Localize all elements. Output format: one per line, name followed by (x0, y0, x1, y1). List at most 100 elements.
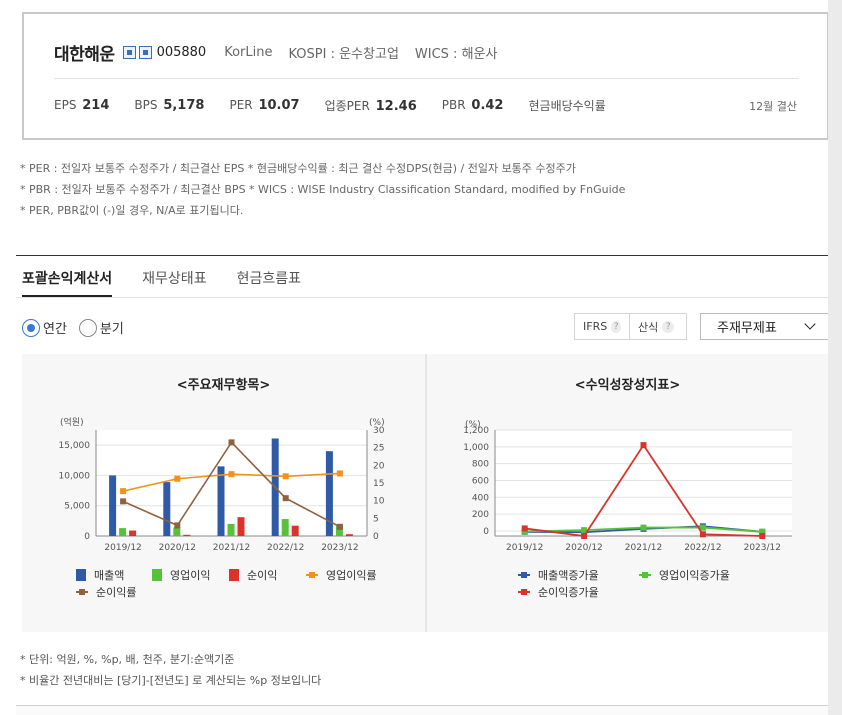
y-tick-label: 1,200 (463, 426, 489, 436)
y-tick-label: 0 (483, 527, 489, 537)
tab-balance-sheet[interactable]: 재무상태표 (142, 271, 207, 287)
settlement-month: 12월 결산 (749, 100, 797, 113)
bar-revenue (163, 482, 171, 536)
formula-info-button[interactable]: 산식 ? (629, 313, 687, 340)
y2-tick-label: 25 (373, 444, 384, 454)
chart-title: <수익성장성지표> (574, 378, 681, 393)
ifrs-info-button[interactable]: IFRS ? (574, 313, 630, 340)
line-point (336, 470, 343, 477)
y-tick-label: 0 (84, 532, 90, 542)
bar-operating-profit (119, 528, 127, 536)
line-point (282, 473, 289, 480)
stock-code: 005880 (156, 44, 207, 60)
y-tick-label: 600 (472, 476, 489, 486)
stat-per: PER 10.07 (229, 97, 300, 113)
bar-revenue (217, 466, 225, 536)
legend-item[interactable]: 순이익률 (76, 584, 136, 600)
company-name: 대한해운 (54, 44, 115, 65)
quarter-label[interactable]: 분기 (99, 322, 124, 337)
line-point (581, 527, 588, 534)
legend-item[interactable]: 매출액 (76, 567, 124, 583)
legend-item[interactable]: 순이익증가율 (518, 584, 599, 600)
tab-cash-flow[interactable]: 현금흐름표 (236, 271, 301, 287)
annual-radio[interactable] (22, 318, 40, 337)
x-tick-label: 2023/12 (321, 543, 358, 553)
y-tick-label: 400 (472, 493, 489, 503)
table-header-edge (16, 705, 828, 715)
footnote-line: * 비율간 전년대비는 [당기]-[전년도] 로 계산되는 %p 정보입니다 (20, 674, 322, 687)
chart-legend: 매출액증가율 영업이익증가율 순이익증가율 (427, 354, 828, 632)
bar-net-profit (291, 525, 299, 536)
tab-bottom-border (16, 297, 828, 298)
home-icon[interactable] (122, 45, 136, 59)
ifrs-label: IFRS (583, 320, 608, 333)
help-icon[interactable]: ? (611, 320, 621, 333)
stat-pbr: PBR 0.42 (441, 97, 504, 113)
y-tick-label: 1,000 (463, 443, 489, 453)
x-tick-label: 2020/12 (159, 543, 196, 553)
line-point (640, 524, 647, 531)
x-tick-label: 2022/12 (267, 543, 304, 553)
statement-type-select[interactable]: 주재무제표 (700, 313, 829, 340)
tab-income-statement[interactable]: 포괄손익계산서 (22, 264, 113, 297)
y2-tick-label: 5 (373, 514, 379, 524)
legend-item[interactable]: 매출액증가율 (518, 567, 599, 583)
y2-axis-title: (%) (369, 418, 385, 428)
stat-dividend-yield: 현금배당수익률 (528, 98, 606, 113)
y-tick-label: 10,000 (59, 471, 91, 481)
y-tick-label: 200 (472, 510, 489, 520)
growth-indicators-chart: 0 200 400 600 800 1,000 1,200(%) 2019/12 2020/12… (463, 420, 792, 553)
note-line: * PBR : 전일자 보통주 수정주가 / 최근결산 BPS * WICS :… (20, 183, 626, 196)
bar-net-profit (183, 534, 191, 536)
summary-divider (54, 78, 799, 79)
line-point (228, 471, 235, 478)
x-tick-label: 2019/12 (506, 543, 543, 553)
kospi-sector: KOSPI : 운수창고업 (288, 46, 399, 62)
line-point (521, 525, 528, 532)
legend-item[interactable]: 영업이익증가율 (639, 567, 730, 583)
line-point (120, 488, 127, 495)
line-point (336, 523, 343, 530)
bar-operating-profit (227, 523, 235, 536)
y-tick-label: 800 (472, 460, 489, 470)
bar-revenue (325, 451, 333, 536)
quarter-radio[interactable] (78, 318, 97, 337)
chart-title: <주요재무항목> (176, 378, 271, 393)
legend-item[interactable]: 영업이익 (152, 567, 210, 583)
definition-notes: * PER : 전일자 보통주 수정주가 / 최근결산 EPS * 현금배당수익… (20, 158, 625, 221)
line-point (228, 439, 235, 446)
y-tick-label: 15,000 (59, 441, 91, 451)
y-axis-title: (억원) (60, 416, 84, 428)
y2-tick-label: 15 (373, 479, 384, 489)
unit-footnotes: * 단위: 억원, %, %p, 배, 천주, 분기:순액기준 * 비율간 전년… (20, 649, 321, 691)
bar-net-profit (237, 517, 245, 536)
note-line: * PER, PBR값이 (-)일 경우, N/A로 표기됩니다. (20, 204, 244, 217)
legend-item[interactable]: 영업이익률 (306, 567, 377, 583)
footnote-line: * 단위: 억원, %, %p, 배, 천주, 분기:순액기준 (20, 653, 235, 666)
plot-area (96, 430, 367, 536)
y2-tick-label: 30 (373, 426, 385, 436)
legend-item[interactable]: 순이익 (229, 567, 277, 583)
help-icon[interactable]: ? (662, 320, 675, 333)
line-point (174, 475, 181, 482)
line-point (581, 533, 588, 539)
chevron-down-icon (804, 318, 816, 330)
stat-industry-per: 업종PER 12.46 (324, 98, 417, 114)
wics-sector: WICS : 해운사 (414, 46, 498, 62)
line-point (640, 442, 647, 449)
line-point (699, 524, 706, 531)
english-name: KorLine (224, 44, 273, 60)
right-gutter (828, 0, 842, 715)
line-point (699, 531, 706, 538)
chart-legend: 매출액 영업이익 순이익 영업이익률 순이익률 (22, 354, 425, 632)
bar-operating-profit (335, 525, 343, 536)
y2-tick-label: 20 (373, 461, 385, 471)
statement-tabs: 포괄손익계산서 재무상태표 현금흐름표 (22, 264, 331, 298)
company-info-icon[interactable] (138, 45, 152, 59)
annual-label[interactable]: 연간 (43, 322, 67, 337)
x-tick-label: 2021/12 (625, 543, 662, 553)
bar-operating-profit (173, 527, 181, 536)
y-axis-title: (%) (465, 420, 481, 430)
x-tick-label: 2020/12 (565, 543, 602, 553)
line-point (759, 533, 766, 539)
